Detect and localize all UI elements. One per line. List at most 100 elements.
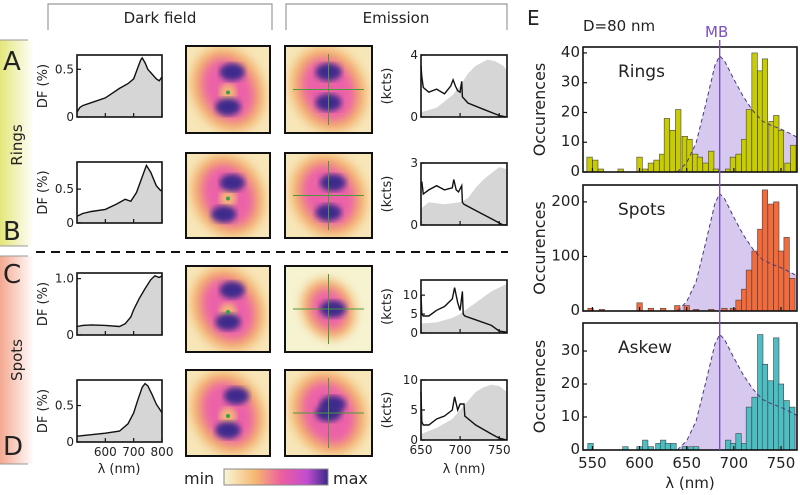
histogram-rings: 0 10 20 30 40 Occurences Rings xyxy=(530,43,798,180)
y-tick-label: 10 xyxy=(561,132,580,150)
histogram-bar xyxy=(647,162,654,173)
y-axis-label: DF (%) xyxy=(36,389,51,433)
histogram-bar xyxy=(729,156,736,173)
y-axis-label: Occurences xyxy=(530,201,549,295)
histogram-bar xyxy=(729,443,736,451)
spectrum-fill xyxy=(77,57,162,117)
spectrum-fill xyxy=(77,165,162,223)
y-tick-label: 30 xyxy=(561,341,580,359)
y-tick-label: 200 xyxy=(551,192,580,210)
dark-field-spectrum-line xyxy=(76,56,163,113)
emission-spectrum-a: 0 4 (kcts) xyxy=(380,48,508,124)
spots-group-bar xyxy=(0,256,34,464)
histogram-bar xyxy=(675,109,682,173)
x-tick-label: 750 xyxy=(767,454,796,472)
hist-x-axis-label: λ (nm) xyxy=(665,474,714,491)
histogram-bar xyxy=(777,383,785,451)
y-tick-label: 30 xyxy=(561,73,580,91)
panel-letter-a: A xyxy=(3,47,21,77)
y-tick-label: 4 xyxy=(410,48,418,62)
y-tick-label: 3 xyxy=(410,156,418,170)
heatmap xyxy=(186,370,270,456)
colorbar-gradient xyxy=(223,468,329,486)
y-tick-label: 0 xyxy=(66,328,74,342)
y-axis-label: DF (%) xyxy=(36,170,51,214)
image-frame xyxy=(284,369,373,457)
y-axis-label: DF (%) xyxy=(36,282,51,326)
histogram-bar xyxy=(783,237,790,312)
mb-label: MB xyxy=(705,23,728,41)
y-tick-label: 20 xyxy=(561,102,580,120)
emission-spectrum-b: 0 3 (kcts) xyxy=(380,156,508,232)
dark-field-image-a xyxy=(185,45,271,134)
plot-frame xyxy=(582,322,798,451)
y-tick-label: 0 xyxy=(570,162,580,180)
dark-field-image-d xyxy=(185,369,271,457)
image-frame xyxy=(185,369,271,457)
y-tick-label: 0 xyxy=(410,110,418,124)
histogram-askew: 0 10 20 30 550 600 650 700 750 Occurences Askew xyxy=(530,322,798,472)
heatmap-intensity-maximum xyxy=(219,281,245,299)
y-tick-label: 10 xyxy=(403,373,418,387)
histogram-bar xyxy=(789,277,796,312)
histogram-bar xyxy=(686,138,693,173)
heatmap-intensity-maximum xyxy=(219,174,245,192)
plot-frame xyxy=(76,379,163,443)
y-tick-label: 20 xyxy=(561,374,580,392)
image-frame xyxy=(284,265,373,353)
heatmap xyxy=(186,266,270,352)
header-emission-label: Emission xyxy=(363,9,430,27)
dark-field-spectrum-b: 0 0.5 DF (%) xyxy=(36,161,163,230)
image-frame xyxy=(284,45,373,134)
particle-position-marker xyxy=(226,414,230,418)
y-axis-label: (kcts) xyxy=(380,176,395,213)
histogram-bar xyxy=(653,159,660,173)
histogram-title: Rings xyxy=(618,62,665,82)
heatmap-intensity-maximum xyxy=(219,63,245,81)
panel-letter-d: D xyxy=(3,432,23,462)
heatmap xyxy=(285,153,372,238)
histogram-bar xyxy=(777,250,785,312)
y-tick-label: 10 xyxy=(403,288,418,302)
dark-field-spectrum-line xyxy=(76,163,162,217)
histogram-bar xyxy=(670,443,677,451)
heatmap-intensity-maximum xyxy=(223,387,249,405)
y-axis-label: DF (%) xyxy=(36,64,51,108)
y-axis-label: Occurences xyxy=(530,340,549,434)
heatmap-intensity-maximum xyxy=(215,313,241,331)
histogram-bar xyxy=(761,58,768,173)
dark-field-reference-fill xyxy=(421,59,507,117)
y-tick-label: 0 xyxy=(410,433,418,447)
plot-frame xyxy=(420,54,508,118)
dark-field-image-b xyxy=(185,152,271,239)
emission-spectrum-d: 0 5 10 650 700 750 (kcts) xyxy=(380,373,511,457)
histogram-bar xyxy=(702,162,709,173)
heatmap-intensity-maximum xyxy=(319,174,346,192)
particle-position-marker xyxy=(226,90,230,95)
heatmap xyxy=(186,46,270,133)
image-frame xyxy=(185,45,271,134)
emission-spectrum-line xyxy=(420,179,507,226)
y-axis-label: Occurences xyxy=(530,63,549,157)
plot-frame xyxy=(76,272,163,336)
dark-field-spectrum-a: 0 0.5 DF (%) xyxy=(36,54,163,124)
emission-spectrum-line xyxy=(420,391,508,441)
panel-letter-b: B xyxy=(3,217,21,247)
histogram-bar xyxy=(586,156,593,173)
particle-position-marker xyxy=(226,310,230,314)
histogram-bar xyxy=(767,203,774,312)
heatmap-intensity-maximum xyxy=(215,98,241,116)
y-tick-label: 0.5 xyxy=(55,399,74,413)
histogram-bar xyxy=(745,109,752,173)
x-tick-label: 650 xyxy=(410,443,433,457)
x-tick-label: 700 xyxy=(122,445,145,459)
histogram-bar xyxy=(735,299,742,312)
histogram-bar xyxy=(784,162,791,173)
header-emission: Emission xyxy=(285,3,508,30)
histogram-bar xyxy=(783,400,790,451)
x-tick-label: 650 xyxy=(672,454,701,472)
y-tick-label: 5 xyxy=(410,403,418,417)
y-tick-label: 100 xyxy=(551,246,580,264)
